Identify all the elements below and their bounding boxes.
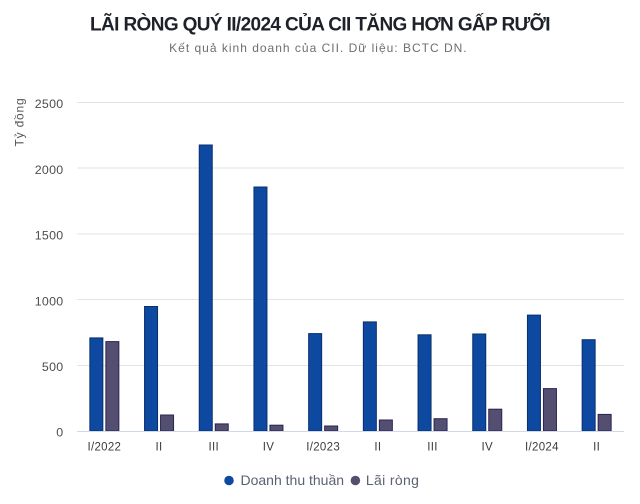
svg-text:LÃI RÒNG QUÝ II/2024 CỦA CII T: LÃI RÒNG QUÝ II/2024 CỦA CII TĂNG HƠN GẤ… (90, 14, 550, 36)
svg-text:I/2024: I/2024 (525, 442, 559, 454)
svg-text:500: 500 (42, 360, 64, 374)
svg-text:IV: IV (482, 442, 493, 454)
svg-text:I/2023: I/2023 (306, 442, 340, 454)
svg-text:Doanh thu thuần: Doanh thu thuần (241, 472, 345, 488)
svg-text:Tỷ đồng: Tỷ đồng (13, 98, 27, 147)
svg-text:II: II (593, 442, 600, 454)
svg-text:1500: 1500 (35, 229, 64, 243)
svg-text:II: II (156, 442, 163, 454)
svg-text:0: 0 (56, 426, 63, 440)
svg-text:II: II (374, 442, 381, 454)
svg-text:III: III (427, 442, 438, 454)
svg-text:2000: 2000 (35, 163, 64, 177)
svg-text:Lãi ròng: Lãi ròng (366, 472, 419, 488)
svg-text:Kết quả kinh doanh của CII. Dữ: Kết quả kinh doanh của CII. Dữ liệu: BCT… (169, 41, 467, 55)
svg-text:1000: 1000 (35, 294, 64, 308)
svg-text:2500: 2500 (35, 97, 64, 111)
svg-text:I/2022: I/2022 (87, 442, 121, 454)
svg-text:IV: IV (263, 442, 274, 454)
svg-text:III: III (209, 442, 220, 454)
